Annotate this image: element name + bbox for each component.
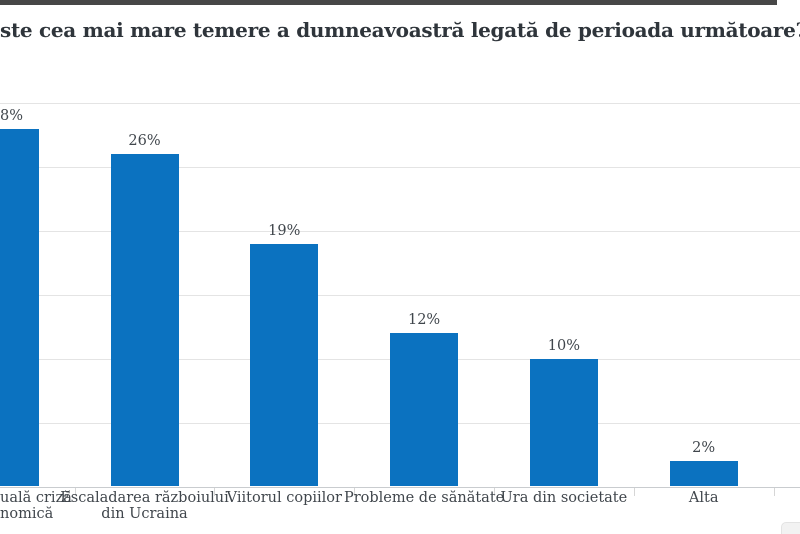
category-label: Ura din societate — [500, 490, 628, 506]
x-axis-tick — [214, 488, 216, 496]
x-axis-tick — [354, 488, 356, 496]
bar-value-label: 19% — [268, 222, 301, 239]
category-label: Escaladarea războiului din Ucraina — [60, 490, 229, 522]
gridline-25pct — [0, 167, 800, 168]
x-axis-line — [0, 487, 800, 488]
bar-4 — [390, 333, 459, 487]
bar-value-label: 2% — [692, 439, 716, 456]
category-label: Viitorul copiilor — [226, 490, 342, 506]
chart-title: ste cea mai mare temere a dumneavoastră … — [0, 18, 800, 42]
top-border-strip — [0, 0, 777, 5]
category-label: Alta — [688, 490, 719, 506]
bar-5 — [529, 358, 598, 487]
x-axis-tick — [773, 488, 775, 496]
x-axis-tick — [633, 488, 635, 496]
bar-6 — [669, 460, 738, 487]
bar-value-label: 12% — [407, 312, 441, 329]
bar-2 — [110, 154, 179, 487]
gridline-30pct — [0, 103, 800, 105]
x-axis-tick — [494, 488, 495, 496]
bar-value-label: 8% — [0, 107, 24, 124]
gridline-15pct — [0, 294, 800, 296]
bar-3 — [250, 243, 319, 487]
category-label: Probleme de sănătate — [343, 490, 505, 506]
bottom-right-partial-widget — [781, 522, 800, 534]
gridline-20pct — [0, 230, 800, 232]
bar-value-label: 10% — [547, 337, 581, 354]
category-label: uală criză nomică — [0, 490, 72, 522]
bar-1 — [0, 128, 39, 487]
bar-value-label: 26% — [128, 133, 161, 150]
x-axis-tick — [74, 488, 76, 496]
